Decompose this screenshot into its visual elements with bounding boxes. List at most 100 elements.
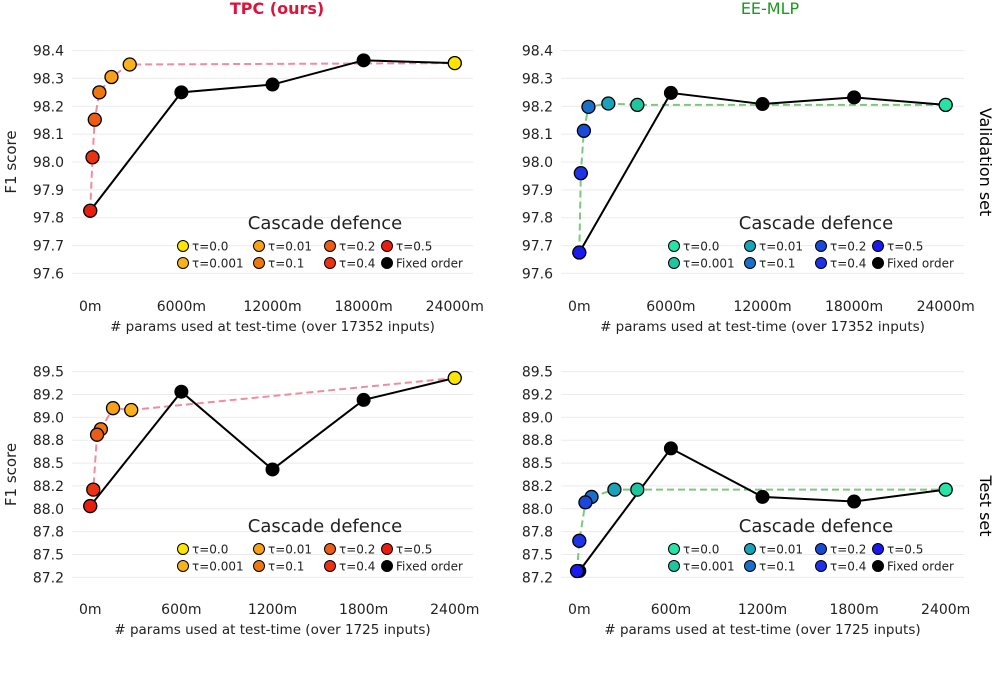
y-tick-label: 88.8	[33, 433, 64, 449]
row-title-test: Test set	[976, 474, 995, 536]
x-tick-label: 12000m	[733, 299, 791, 315]
x-tick-label: 0m	[568, 602, 591, 618]
y-tick-label: 97.8	[33, 211, 64, 227]
y-tick-label: 98.0	[33, 155, 64, 171]
cascade-point	[938, 97, 953, 113]
cascade-point	[87, 112, 102, 127]
y-tick-label: 97.6	[522, 266, 553, 282]
legend-marker-fixed-order	[872, 257, 884, 269]
y-tick-label: 89.0	[522, 410, 553, 426]
row-title-validation: Validation set	[976, 108, 995, 217]
y-tick-label: 87.8	[522, 525, 553, 541]
fixed-order-point	[847, 90, 862, 105]
cascade-point	[630, 482, 645, 497]
legend-marker	[668, 257, 680, 269]
legend-title: Cascade defence	[248, 213, 402, 234]
x-tick-label: 600m	[651, 602, 691, 618]
y-tick-label: 88.2	[33, 479, 64, 495]
y-tick-label: 89.0	[33, 410, 64, 426]
x-tick-label: 0m	[79, 602, 102, 618]
cascade-point	[607, 482, 622, 497]
cascade-point	[85, 150, 100, 165]
cascade-point	[122, 57, 137, 72]
legend-label: τ=0.001	[192, 257, 244, 271]
legend-marker	[668, 560, 680, 572]
y-tick-label: 87.8	[33, 525, 64, 541]
legend-marker-fixed-order	[872, 560, 884, 572]
x-tick-label: 2400m	[430, 602, 479, 618]
y-tick-label: 87.2	[33, 570, 64, 586]
y-tick-label: 88.0	[33, 502, 64, 518]
legend-marker	[381, 240, 393, 252]
y-tick-label: 97.7	[522, 239, 553, 255]
x-tick-label: 6000m	[646, 299, 695, 315]
legend-label: τ=0.4	[339, 257, 375, 271]
legend-marker	[324, 543, 336, 555]
legend: Cascade defence τ=0.0 τ=0.01 τ=0.2 τ=0.5 τ=0.…	[177, 213, 463, 271]
legend-label: τ=0.2	[830, 240, 866, 254]
legend-marker	[744, 240, 756, 252]
legend-label: τ=0.001	[683, 257, 735, 271]
legend-title: Cascade defence	[248, 516, 402, 537]
legend-marker-fixed-order	[381, 257, 393, 269]
legend-label: τ=0.4	[830, 257, 866, 271]
x-tick-label: 18000m	[825, 299, 883, 315]
y-tick-label: 98.4	[33, 44, 64, 60]
fixed-order-point	[663, 441, 678, 456]
legend-label: τ=0.0	[192, 240, 228, 254]
legend: Cascade defence τ=0.0 τ=0.01 τ=0.2 τ=0.5 τ=0.…	[177, 516, 463, 574]
fixed-order-point	[265, 77, 280, 92]
legend-label: τ=0.2	[339, 240, 375, 254]
legend-marker	[381, 543, 393, 555]
legend-marker	[253, 560, 265, 572]
legend-marker	[815, 543, 827, 555]
legend-label: τ=0.0	[683, 240, 719, 254]
y-tick-label: 97.8	[522, 211, 553, 227]
legend-label: τ=0.5	[887, 543, 923, 557]
legend-marker	[815, 240, 827, 252]
x-tick-label: 600m	[161, 602, 201, 618]
legend-marker	[177, 257, 189, 269]
x-tick-label: 24000m	[917, 299, 975, 315]
legend-marker	[177, 560, 189, 572]
y-tick-label: 87.2	[522, 570, 553, 586]
y-axis-label: F1 score	[2, 443, 20, 506]
legend: Cascade defence τ=0.0 τ=0.01 τ=0.2 τ=0.5 τ=0.…	[668, 213, 954, 271]
fixed-order-point	[356, 392, 371, 407]
legend-label: τ=0.01	[268, 543, 312, 557]
column-title-tpc: TPC (ours)	[230, 0, 324, 18]
cascade-point	[83, 498, 98, 514]
y-tick-label: 89.5	[522, 365, 553, 381]
legend-label: τ=0.1	[759, 257, 795, 271]
legend-label: τ=0.1	[268, 560, 304, 574]
x-tick-label: 1800m	[829, 602, 878, 618]
y-tick-label: 98.3	[522, 71, 553, 87]
x-tick-label: 1200m	[738, 602, 787, 618]
x-axis-label: # params used at test-time (over 17352 i…	[600, 319, 925, 335]
cascade-point	[572, 245, 587, 260]
legend-label: τ=0.5	[396, 240, 432, 254]
legend-marker	[324, 240, 336, 252]
legend-label-fixed-order: Fixed order	[887, 257, 954, 271]
y-tick-label: 98.3	[33, 71, 64, 87]
x-tick-label: 2400m	[921, 602, 970, 618]
cascade-point	[630, 97, 645, 113]
legend-marker	[815, 560, 827, 572]
cascade-point	[576, 123, 592, 138]
y-tick-label: 89.2	[33, 387, 64, 403]
legend-marker	[744, 560, 756, 572]
legend-label: τ=0.1	[759, 560, 795, 574]
legend-marker	[177, 240, 189, 252]
cascade-point	[92, 85, 107, 100]
legend-label: τ=0.001	[683, 560, 735, 574]
cascade-point	[569, 563, 585, 579]
legend: Cascade defence τ=0.0 τ=0.01 τ=0.2 τ=0.5 τ=0.…	[668, 516, 954, 574]
x-axis-label: # params used at test-time (over 1725 in…	[604, 622, 920, 638]
legend-marker	[253, 257, 265, 269]
cascade-point	[89, 427, 105, 442]
legend-marker	[668, 240, 680, 252]
legend-marker	[324, 560, 336, 572]
legend-label: τ=0.001	[192, 560, 244, 574]
fixed-order-point	[174, 85, 189, 100]
